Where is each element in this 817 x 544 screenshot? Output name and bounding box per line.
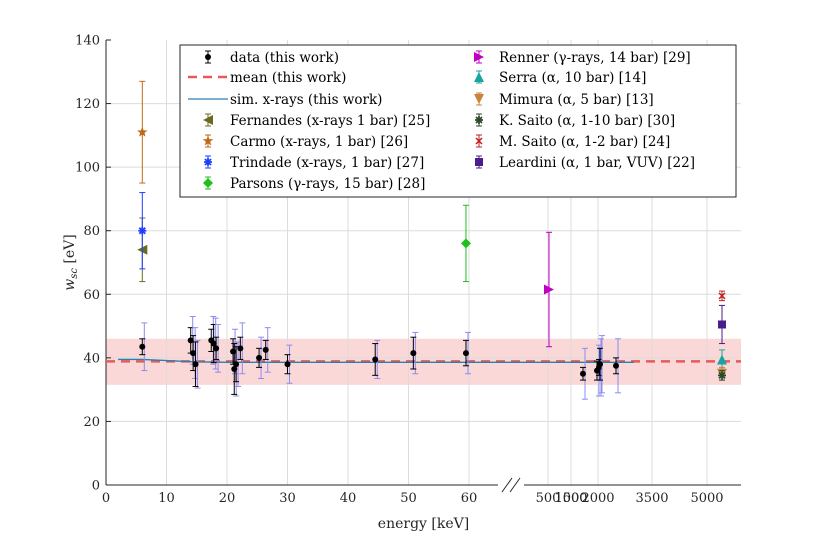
axis-break-mark	[501, 477, 513, 493]
axis-break-mark	[509, 477, 521, 493]
tick-labels: 0 20 40 60 80 100 120 140 0 10 20 30 40 50 60 500100015…	[75, 34, 723, 507]
data-point	[192, 361, 199, 368]
data-point	[210, 340, 217, 347]
data-point	[597, 361, 603, 368]
legend-marker	[475, 116, 483, 124]
axes	[105, 39, 741, 493]
y-tick-label: 140	[75, 34, 100, 49]
y-tick-label: 40	[83, 351, 100, 366]
data-series	[106, 80, 741, 400]
data-point	[187, 337, 194, 344]
x-tick-label: 20	[219, 491, 236, 506]
x-tick-label: 1000	[554, 491, 587, 506]
x-tick-label: 10	[158, 491, 175, 506]
x-tick-label: 40	[340, 491, 357, 506]
y-axis-label-main: w	[62, 279, 78, 291]
renner-point	[544, 284, 554, 295]
legend-label: M. Saito (α, 1-2 bar) [24]	[499, 134, 670, 150]
x-tick-label: 0	[102, 491, 110, 506]
legend-marker	[475, 158, 483, 166]
legend-label: sim. x-rays (this work)	[230, 92, 382, 108]
y-tick-label: 0	[92, 479, 100, 494]
legend-label: Fernandes (x-rays 1 bar) [25]	[230, 113, 430, 129]
data-point	[213, 345, 220, 352]
x-tick-label: 2000	[581, 491, 614, 506]
legend: data (this work) mean (this work) sim. x-r…	[179, 44, 737, 198]
legend-label: Carmo (x-rays, 1 bar) [26]	[230, 134, 408, 150]
k-saito-point	[718, 371, 726, 380]
axis-break-gap	[498, 479, 524, 491]
x-tick-label: 60	[461, 491, 478, 506]
data-point	[580, 370, 586, 377]
data-point	[284, 361, 291, 368]
legend-label: Trindade (x-rays, 1 bar) [27]	[230, 155, 424, 171]
legend-label: data (this work)	[230, 50, 339, 66]
data-point	[256, 354, 263, 361]
legend-label: Parsons (γ-rays, 15 bar) [28]	[230, 176, 425, 192]
data-point	[190, 350, 197, 357]
trindade-point	[138, 226, 147, 235]
legend-label: Leardini (α, 1 bar, VUV) [22]	[499, 155, 695, 171]
x-tick-label: 50	[400, 491, 417, 506]
legend-marker	[474, 52, 484, 62]
y-axis-label: wsc [eV]	[62, 234, 80, 291]
legend-marker	[474, 94, 484, 104]
data-point	[237, 345, 244, 352]
legend-marker	[203, 115, 213, 125]
data-point	[410, 350, 417, 357]
x-tick-label: 30	[279, 491, 296, 506]
x-tick-label: 1500	[554, 491, 587, 506]
legend-box	[179, 44, 737, 198]
serra-point	[717, 354, 727, 365]
y-tick-label: 20	[83, 415, 100, 430]
legend-label: Renner (γ-rays, 14 bar) [29]	[499, 50, 691, 66]
data-point	[139, 343, 146, 350]
legend-marker	[475, 137, 483, 145]
y-axis-label-sub: sc	[69, 268, 80, 279]
legend-marker	[474, 72, 484, 82]
m-saito-point	[718, 292, 726, 300]
legend-label: mean (this work)	[230, 70, 346, 86]
legend-marker	[202, 135, 214, 146]
leardini-point	[718, 320, 726, 329]
x-tick-label: 3500	[635, 491, 668, 506]
x-tick-label: 500	[536, 491, 561, 506]
legend-label: Serra (α, 10 bar) [14]	[499, 70, 646, 86]
x-tick-label: 5000	[690, 491, 723, 506]
legend-label: Mimura (α, 5 bar) [13]	[499, 92, 654, 108]
data-point	[613, 362, 619, 369]
legend-data-marker	[205, 54, 211, 60]
data-point	[462, 350, 469, 357]
y-tick-label: 80	[83, 224, 100, 239]
y-tick-label: 100	[75, 161, 100, 176]
y-tick-label: 60	[83, 288, 100, 303]
carmo-point	[137, 126, 148, 137]
x-axis-label: energy [keV]	[378, 516, 469, 532]
parsons-point	[460, 238, 471, 249]
data-point	[233, 361, 240, 368]
legend-marker	[203, 178, 213, 188]
y-tick-label: 120	[75, 97, 100, 112]
data-point	[262, 346, 269, 353]
data-point	[230, 348, 237, 355]
legend-marker	[204, 158, 212, 166]
y-axis-label-unit: [eV]	[62, 234, 78, 268]
legend-label: K. Saito (α, 1-10 bar) [30]	[499, 113, 675, 129]
data-point	[372, 356, 379, 363]
